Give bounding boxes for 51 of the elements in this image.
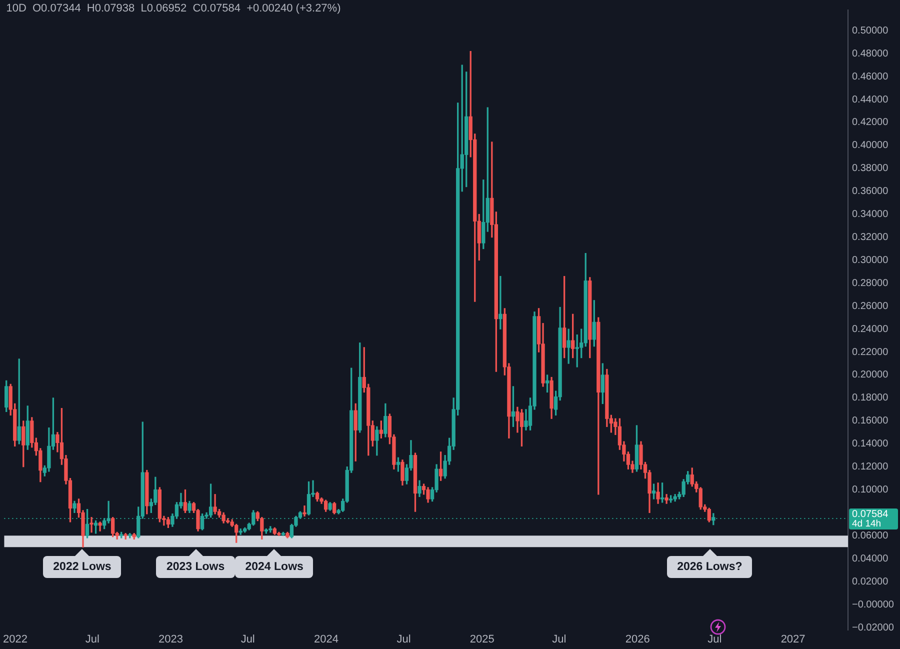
y-tick-label: 0.02000 — [852, 576, 889, 588]
y-tick-label: 0.16000 — [852, 416, 889, 427]
x-tick-label: Jul — [240, 633, 255, 646]
y-tick-label: 0.10000 — [852, 484, 889, 496]
y-tick-label: 0.26000 — [852, 300, 889, 312]
y-tick-label: 0.24000 — [852, 324, 889, 335]
x-tick-label: 2024 — [314, 633, 338, 646]
y-tick-label: −0.00000 — [852, 599, 894, 610]
x-tick-label: Jul — [708, 633, 722, 646]
y-tick-label: −0.02000 — [852, 622, 894, 634]
y-tick-label: 0.32000 — [852, 232, 889, 244]
annotation: 2026 Lows? — [677, 561, 742, 574]
y-tick-label: 0.34000 — [852, 209, 889, 220]
callout-bubble: 2023 Lows — [156, 549, 235, 578]
y-tick-label: 0.40000 — [852, 140, 889, 152]
y-tick-label: 0.38000 — [852, 163, 889, 174]
y-tick-label: 0.18000 — [852, 392, 889, 404]
callout-bubble: 2026 Lows? — [667, 549, 752, 578]
x-tick-label: 2025 — [470, 633, 494, 646]
x-tick-label: Jul — [552, 633, 566, 646]
candlestick — [90, 516, 94, 533]
x-tick-label: Jul — [396, 633, 411, 646]
y-tick-label: 0.44000 — [852, 94, 889, 106]
ref-line-label: 0.07584 — [852, 508, 889, 520]
annotation: 2023 Lows — [166, 561, 225, 574]
y-tick-label: 0.04000 — [852, 553, 889, 564]
candlestick — [498, 276, 502, 330]
x-tick-label: 2023 — [158, 633, 183, 646]
annotation: 2024 Lows — [245, 561, 304, 574]
x-tick-label: 2022 — [3, 633, 28, 646]
chart-subtitle: 10D O0.07344 H0.07938 L0.06952 C0.07584 +0.00240 (+3.27%) — [6, 2, 341, 15]
y-tick-label: 0.50000 — [852, 25, 889, 36]
y-tick-label: 0.22000 — [852, 346, 889, 358]
y-tick-label: 0.46000 — [852, 71, 889, 82]
y-tick-label: 0.48000 — [852, 48, 889, 60]
y-tick-label: 0.12000 — [852, 462, 889, 473]
x-tick-label: 2027 — [780, 633, 806, 646]
x-tick-label: Jul — [85, 633, 100, 646]
y-tick-label: 0.30000 — [852, 254, 889, 266]
y-tick-label: 0.20000 — [852, 370, 889, 381]
y-tick-label: 0.06000 — [852, 530, 889, 542]
y-tick-label: 0.36000 — [852, 186, 889, 198]
candlestick — [302, 506, 306, 516]
y-tick-label: 0.14000 — [852, 438, 889, 450]
callout-bubble: 2022 Lows — [43, 549, 122, 578]
text: 4d 14h — [852, 518, 882, 530]
y-tick-label: 0.28000 — [852, 278, 889, 289]
annotation: 2022 Lows — [53, 561, 112, 574]
callout-bubble: 2024 Lows — [235, 549, 314, 578]
y-tick-label: 0.42000 — [852, 117, 889, 128]
x-tick-label: 2026 — [625, 633, 650, 646]
